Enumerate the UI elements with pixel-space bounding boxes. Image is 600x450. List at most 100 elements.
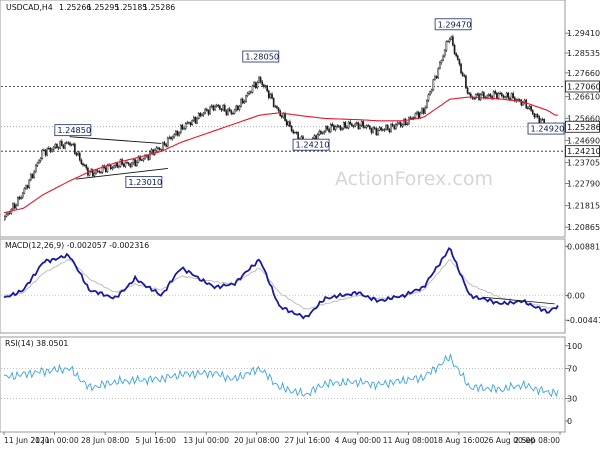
candle-body xyxy=(385,125,387,130)
candle-body xyxy=(137,156,140,163)
candle-body xyxy=(357,122,360,129)
candle-body xyxy=(31,174,34,178)
candle-body xyxy=(271,93,273,99)
time-axis-label: 21 Jun 00:00 xyxy=(30,436,78,445)
candle-body xyxy=(362,121,365,128)
candle-body xyxy=(96,170,99,172)
candle-body xyxy=(290,125,293,131)
candle-body xyxy=(461,72,464,76)
moving-average-line xyxy=(3,96,558,214)
candle-body xyxy=(456,55,459,60)
candle-body xyxy=(140,159,143,161)
candle-body xyxy=(541,119,544,121)
candle-body xyxy=(338,125,340,127)
candle-body xyxy=(295,132,298,134)
axis-layer: 1.29410 1.28535 1.27660 1.26610 1.25660 1.246… xyxy=(3,29,600,445)
candle-body xyxy=(518,99,521,101)
annotation-label: 1.23010 xyxy=(128,177,162,187)
annotation-label: 1.24920 xyxy=(531,124,565,134)
tag-current-price: 1.25286 xyxy=(565,120,600,133)
candle-body xyxy=(331,124,334,126)
price-y-tick-label: 1.29410 xyxy=(567,29,600,38)
annotation-1.24920: 1.24920 xyxy=(527,122,565,135)
candle-body xyxy=(419,112,422,118)
candle-body xyxy=(72,143,75,145)
candle-body xyxy=(181,124,184,130)
candle-body xyxy=(434,76,436,80)
candle-body xyxy=(49,147,52,152)
candle-body xyxy=(83,164,86,166)
candle-body xyxy=(20,197,22,199)
price-trendline-upper xyxy=(69,136,162,144)
price-y-tick-label: 1.24690 xyxy=(567,136,600,145)
candle-body xyxy=(69,142,71,146)
candle-body xyxy=(522,102,524,106)
macd-y-tick-label: -0.004416 xyxy=(567,316,600,325)
time-axis-label: 28 Jun 08:00 xyxy=(81,436,129,445)
candle-body xyxy=(91,169,94,177)
candle-body xyxy=(209,106,211,115)
candle-body xyxy=(228,108,231,112)
candle-body xyxy=(132,159,135,164)
candle-body xyxy=(496,92,498,99)
price-y-tick-label: 1.27660 xyxy=(567,69,600,78)
candle-body xyxy=(30,174,32,181)
candle-body xyxy=(186,122,189,124)
price-tag-label: 1.24210 xyxy=(567,146,600,156)
candle-body xyxy=(70,144,73,146)
time-axis-label: 27 Jul 16:00 xyxy=(284,436,330,445)
candle-body xyxy=(439,62,441,69)
macd-line xyxy=(3,246,559,320)
candle-body xyxy=(386,125,389,130)
candle-body xyxy=(380,127,383,131)
rsi-line xyxy=(3,352,559,398)
candle-body xyxy=(206,108,208,111)
candle-body xyxy=(292,130,295,134)
candle-body xyxy=(323,130,325,134)
candle-body xyxy=(215,104,218,107)
candle-body xyxy=(178,132,180,136)
annotation-1.23010: 1.23010 xyxy=(125,176,163,188)
candle-body xyxy=(499,93,501,95)
time-axis-label: 5 Jul 16:00 xyxy=(135,436,176,445)
price-layer: 1.29470 1.28050 1.24850 1.24210 1.24920 1.230… xyxy=(1,18,565,221)
macd-title: MACD(12,26,9) -0.002057 -0.002316 xyxy=(5,241,149,250)
candle-body xyxy=(59,141,62,149)
candle-body xyxy=(388,129,391,132)
rsi-y-tick-label: 70 xyxy=(567,364,577,373)
candle-body xyxy=(365,125,368,128)
ohlc-close: 1.25286 xyxy=(143,3,175,12)
candle-body xyxy=(179,124,182,134)
candle-body xyxy=(80,159,83,165)
candle-body xyxy=(44,149,47,156)
candle-body xyxy=(23,188,26,194)
annotation-label: 1.29470 xyxy=(438,19,472,29)
candle-body xyxy=(284,113,286,121)
candle-body xyxy=(531,110,534,115)
candle-body xyxy=(7,212,9,215)
candle-body xyxy=(424,107,427,114)
candle-body xyxy=(339,125,342,130)
annotation-label: 1.28050 xyxy=(245,52,279,62)
candle-body xyxy=(233,109,236,114)
candle-body xyxy=(447,41,449,43)
candle-body xyxy=(510,93,513,100)
candle-body xyxy=(188,122,190,124)
candle-body xyxy=(163,142,166,145)
candle-body xyxy=(395,124,397,129)
candle-body xyxy=(481,92,484,96)
candle-body xyxy=(414,113,417,118)
candle-body xyxy=(153,150,156,155)
rsi-y-tick-label: 0 xyxy=(567,417,572,426)
candle-body xyxy=(223,105,226,112)
candle-body xyxy=(368,125,371,129)
price-trendline-lower xyxy=(76,167,168,180)
candle-body xyxy=(341,128,343,130)
candle-body xyxy=(536,114,539,117)
candle-body xyxy=(465,75,467,89)
candle-body xyxy=(530,106,532,111)
candle-body xyxy=(535,114,537,118)
candle-body xyxy=(39,158,42,161)
candle-body xyxy=(383,129,386,131)
price-title: USDCAD,H4 1.25266 1.25295 1.25185 1.2528… xyxy=(6,3,175,12)
